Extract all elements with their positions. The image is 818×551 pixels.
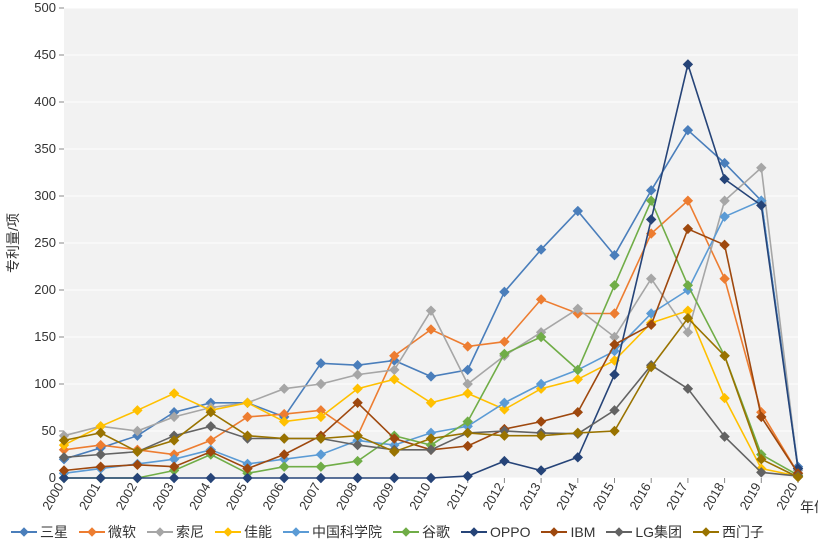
legend-label: 三星 <box>40 522 68 542</box>
legend-swatch <box>392 525 420 539</box>
legend-item: 中国科学院 <box>282 522 390 542</box>
x-tick-label: 2017 <box>663 480 690 513</box>
legend-swatch <box>146 525 174 539</box>
x-tick-label: 2009 <box>369 480 396 513</box>
legend-item: 三星 <box>10 522 76 542</box>
x-tick-label: 2015 <box>590 480 617 513</box>
legend-swatch <box>282 525 310 539</box>
y-tick-label: 50 <box>42 423 56 438</box>
legend: 三星 微软 索尼 佳能 中国科学院 谷歌 OPPO IBM LG集团 西门子 <box>10 522 810 542</box>
x-tick-label: 2010 <box>406 480 433 513</box>
chart-container: 0501001502002503003504004505002000200120… <box>0 0 818 551</box>
legend-label: IBM <box>570 524 595 540</box>
legend-item: IBM <box>540 522 603 542</box>
x-tick-label: 2011 <box>443 480 470 512</box>
x-tick-label: 2012 <box>480 480 507 513</box>
legend-label: 佳能 <box>244 522 272 542</box>
legend-swatch <box>605 525 633 539</box>
legend-label: 微软 <box>108 522 136 542</box>
legend-item: 微软 <box>78 522 144 542</box>
x-tick-label: 2004 <box>186 480 213 513</box>
legend-item: LG集团 <box>605 522 690 542</box>
legend-item: OPPO <box>460 522 538 542</box>
legend-label: 西门子 <box>722 522 764 542</box>
y-tick-label: 300 <box>34 188 56 203</box>
x-tick-label: 2008 <box>333 480 360 513</box>
legend-label: 索尼 <box>176 522 204 542</box>
x-axis-label: 年份 <box>800 499 818 515</box>
x-tick-label: 2006 <box>259 480 286 513</box>
y-tick-label: 400 <box>34 94 56 109</box>
x-tick-label: 2016 <box>626 480 653 513</box>
legend-item: 西门子 <box>692 522 772 542</box>
x-tick-label: 2003 <box>149 480 176 513</box>
y-axis-label: 专利量/项 <box>5 213 21 273</box>
y-tick-label: 150 <box>34 329 56 344</box>
legend-swatch <box>460 525 488 539</box>
legend-item: 索尼 <box>146 522 212 542</box>
legend-swatch <box>692 525 720 539</box>
y-tick-label: 100 <box>34 376 56 391</box>
y-tick-label: 250 <box>34 235 56 250</box>
x-tick-label: 2005 <box>223 480 250 513</box>
x-tick-label: 2001 <box>76 480 103 513</box>
legend-label: OPPO <box>490 524 530 540</box>
legend-item: 谷歌 <box>392 522 458 542</box>
legend-item: 佳能 <box>214 522 280 542</box>
x-tick-label: 2013 <box>516 480 543 513</box>
legend-label: 中国科学院 <box>312 522 382 542</box>
y-tick-label: 350 <box>34 141 56 156</box>
x-tick-label: 2014 <box>553 480 580 513</box>
x-tick-label: 2007 <box>296 480 323 513</box>
x-tick-label: 2002 <box>113 480 140 513</box>
y-tick-label: 500 <box>34 0 56 15</box>
x-tick-label: 2019 <box>736 480 763 513</box>
x-tick-label: 2020 <box>773 480 800 513</box>
line-chart: 0501001502002503003504004505002000200120… <box>0 0 818 551</box>
legend-label: 谷歌 <box>422 522 450 542</box>
x-tick-label: 2000 <box>39 480 66 513</box>
legend-label: LG集团 <box>635 522 682 542</box>
y-tick-label: 200 <box>34 282 56 297</box>
legend-swatch <box>214 525 242 539</box>
legend-swatch <box>540 525 568 539</box>
y-tick-label: 450 <box>34 47 56 62</box>
x-tick-label: 2018 <box>700 480 727 513</box>
legend-swatch <box>10 525 38 539</box>
legend-swatch <box>78 525 106 539</box>
